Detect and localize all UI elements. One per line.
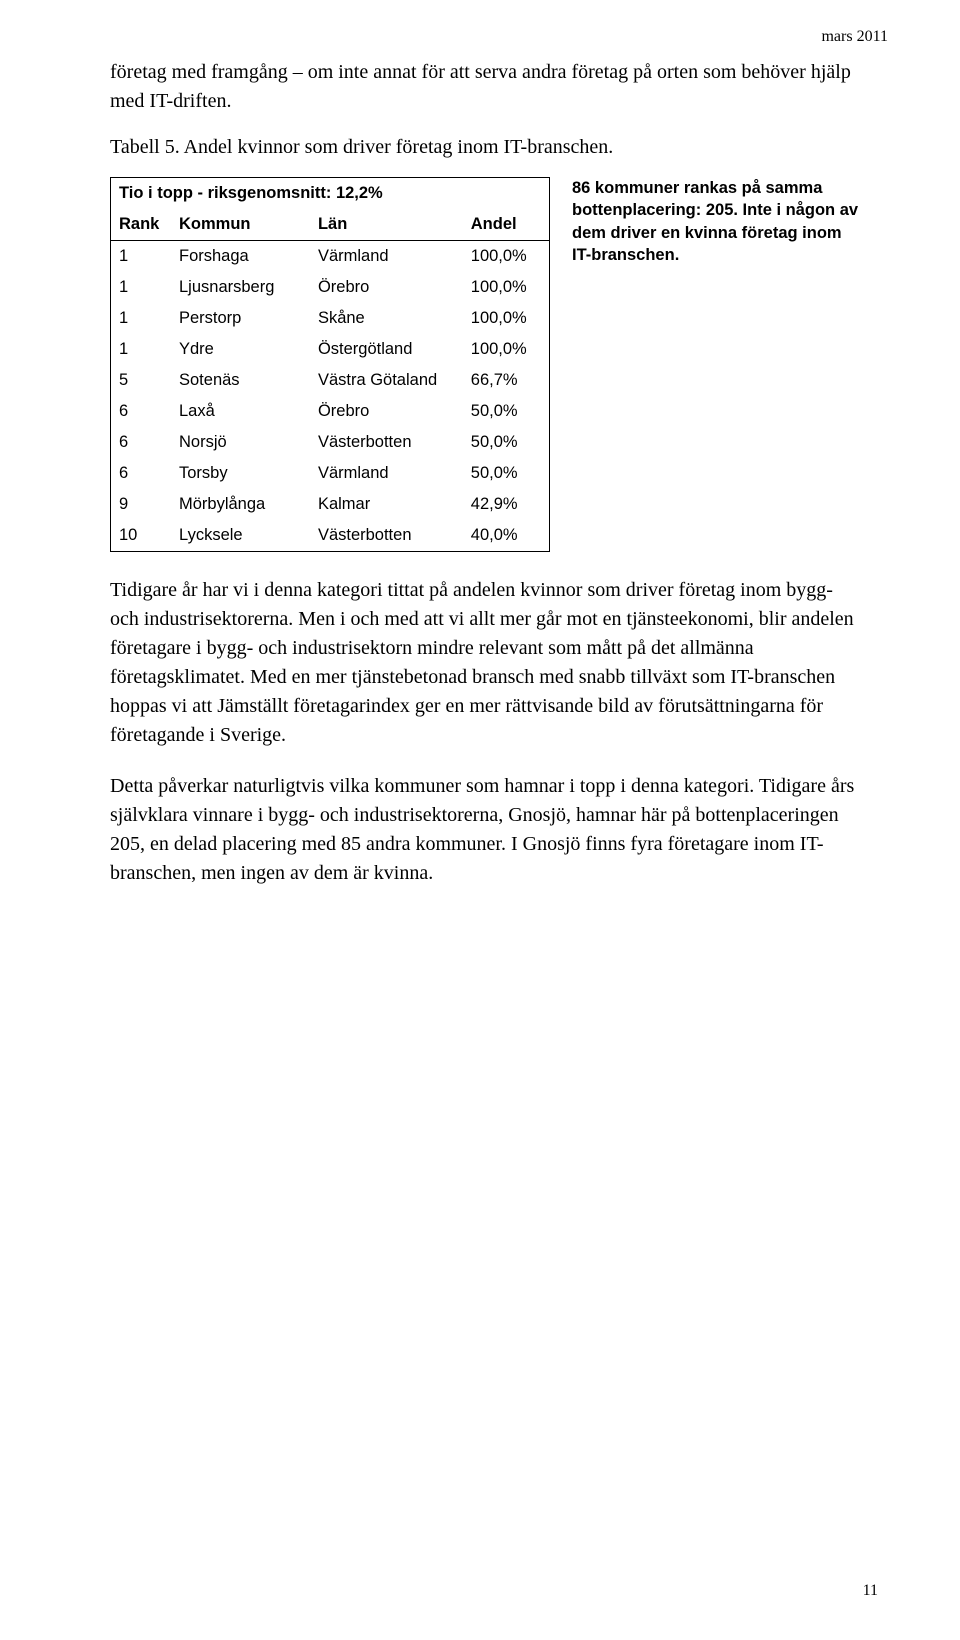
table-cell: Kalmar (310, 489, 463, 520)
table-row: 9MörbylångaKalmar42,9% (111, 489, 550, 520)
table-row: 10LyckseleVästerbotten40,0% (111, 520, 550, 552)
col-rank: Rank (111, 209, 172, 241)
table-cell: 9 (111, 489, 172, 520)
table-cell: 1 (111, 272, 172, 303)
table-row: 6NorsjöVästerbotten50,0% (111, 427, 550, 458)
table-cell: Forshaga (171, 241, 310, 273)
table-header-row: Rank Kommun Län Andel (111, 209, 550, 241)
table-row: 5SotenäsVästra Götaland66,7% (111, 365, 550, 396)
table-cell: 50,0% (463, 458, 550, 489)
table-cell: 100,0% (463, 334, 550, 365)
table-cell: Mörbylånga (171, 489, 310, 520)
table-cell: 100,0% (463, 272, 550, 303)
table-cell: 100,0% (463, 241, 550, 273)
aside-note: 86 kommuner rankas på samma bottenplacer… (572, 177, 860, 266)
table-cell: Torsby (171, 458, 310, 489)
table-cell: 6 (111, 458, 172, 489)
table-cell: 6 (111, 427, 172, 458)
col-kommun: Kommun (171, 209, 310, 241)
table-cell: 5 (111, 365, 172, 396)
table-row: 6LaxåÖrebro50,0% (111, 396, 550, 427)
table-row: 1ForshagaVärmland100,0% (111, 241, 550, 273)
table-row: 1PerstorpSkåne100,0% (111, 303, 550, 334)
header-date: mars 2011 (821, 28, 888, 46)
table-cell: Ydre (171, 334, 310, 365)
intro-paragraph: företag med framgång – om inte annat för… (110, 58, 860, 116)
table-cell: 6 (111, 396, 172, 427)
table-row: 1LjusnarsbergÖrebro100,0% (111, 272, 550, 303)
table-cell: Sotenäs (171, 365, 310, 396)
table-cell: 1 (111, 334, 172, 365)
table-cell: Skåne (310, 303, 463, 334)
table-cell: 50,0% (463, 427, 550, 458)
table-cell: Norsjö (171, 427, 310, 458)
table-cell: 50,0% (463, 396, 550, 427)
table-row: 6TorsbyVärmland50,0% (111, 458, 550, 489)
table-caption: Tabell 5. Andel kvinnor som driver föret… (110, 136, 860, 159)
table-cell: 1 (111, 241, 172, 273)
table-and-aside-row: Tio i topp - riksgenomsnitt: 12,2% Rank … (110, 177, 860, 552)
table-cell: Laxå (171, 396, 310, 427)
body-paragraph-2: Detta påverkar naturligtvis vilka kommun… (110, 772, 860, 888)
table-cell: 1 (111, 303, 172, 334)
table-cell: 42,9% (463, 489, 550, 520)
table-cell: Värmland (310, 458, 463, 489)
table-cell: Västerbotten (310, 520, 463, 552)
table-cell: 66,7% (463, 365, 550, 396)
table-row: 1YdreÖstergötland100,0% (111, 334, 550, 365)
ranking-table: Tio i topp - riksgenomsnitt: 12,2% Rank … (110, 177, 550, 552)
table-cell: Ljusnarsberg (171, 272, 310, 303)
table-cell: Västerbotten (310, 427, 463, 458)
table-cell: Örebro (310, 396, 463, 427)
table-cell: Östergötland (310, 334, 463, 365)
table-cell: 100,0% (463, 303, 550, 334)
table-cell: Värmland (310, 241, 463, 273)
table-cell: Perstorp (171, 303, 310, 334)
page-number: 11 (863, 1582, 878, 1600)
table-cell: Örebro (310, 272, 463, 303)
table-cell: 10 (111, 520, 172, 552)
col-lan: Län (310, 209, 463, 241)
table-cell: Västra Götaland (310, 365, 463, 396)
table-cell: 40,0% (463, 520, 550, 552)
table-cell: Lycksele (171, 520, 310, 552)
col-andel: Andel (463, 209, 550, 241)
table-title: Tio i topp - riksgenomsnitt: 12,2% (111, 178, 550, 210)
table-title-row: Tio i topp - riksgenomsnitt: 12,2% (111, 178, 550, 210)
body-paragraph-1: Tidigare år har vi i denna kategori titt… (110, 576, 860, 750)
table-wrapper: Tio i topp - riksgenomsnitt: 12,2% Rank … (110, 177, 550, 552)
